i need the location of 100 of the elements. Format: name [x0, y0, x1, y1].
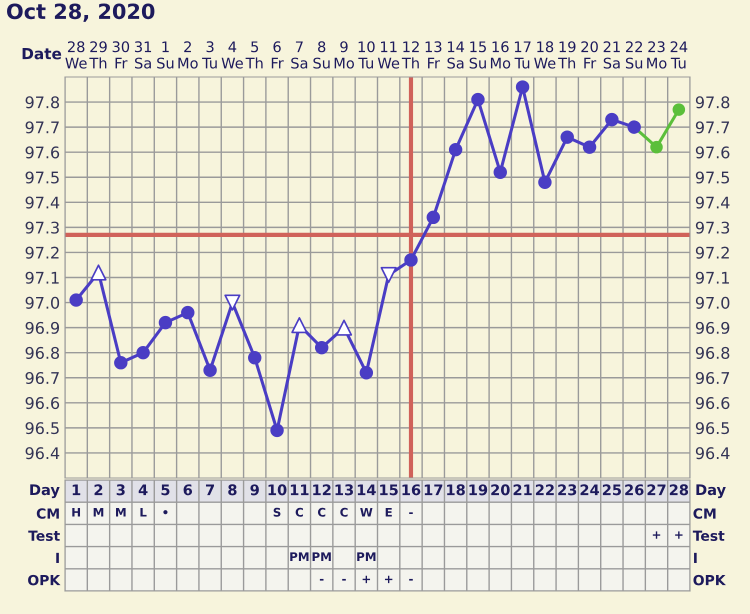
x-tick-label: 20 Fr [581, 41, 598, 68]
text: E [386, 508, 392, 517]
y-tick-label: 96.4 [26, 447, 60, 460]
x-tick-label: 26 [625, 484, 644, 496]
point [560, 130, 574, 144]
point [248, 350, 262, 364]
x-tick-label: 9 Mo [334, 41, 354, 69]
point [69, 293, 83, 307]
x-tick-label: 28 We [65, 41, 87, 69]
text: L [140, 508, 147, 517]
text: C [340, 508, 348, 517]
x-tick-label: 23 [558, 484, 576, 496]
x-tick-label: 13 Fr [426, 41, 442, 68]
x-tick-label: 12 Th [402, 41, 419, 68]
y-tick-label: Test [692, 530, 724, 541]
y-tick-label: 96.9 [26, 322, 60, 334]
text: + [362, 576, 370, 584]
y-tick-label: CM [693, 508, 716, 519]
text: + [675, 531, 683, 539]
y-tick-label: 97.4 [26, 196, 60, 209]
y-tick-label: 97.1 [26, 272, 59, 284]
x-tick-label: 1 [72, 484, 80, 496]
x-tick-label: 6 Fr [272, 41, 284, 68]
y-tick-label: 97.0 [26, 296, 60, 309]
text: PM [357, 552, 376, 561]
x-tick-label: 17 [424, 484, 442, 496]
text: Day [696, 484, 726, 498]
x-tick-label: 22 [536, 484, 554, 496]
point [538, 176, 552, 189]
x-tick-label: 3 [116, 484, 125, 496]
x-tick-label: 24 Tu [670, 41, 688, 69]
point [90, 264, 107, 281]
x-tick-label: 19 [469, 484, 488, 496]
x-tick-label: 25 [602, 484, 622, 496]
y-tick-label: OPK [693, 574, 726, 586]
point [650, 140, 663, 154]
x-tick-label: 4 We [222, 41, 243, 69]
y-tick-label: I [694, 552, 697, 563]
point [404, 253, 418, 267]
text: + [384, 576, 392, 584]
x-tick-label: 5 Th [246, 41, 263, 68]
y-tick-label: 97.3 [26, 222, 59, 234]
x-tick-label: 6 [184, 484, 192, 496]
x-tick-label: 22 Su [626, 41, 642, 69]
x-tick-label: 16 [402, 484, 420, 496]
chart-title: Oct 28, 2020 [7, 3, 154, 22]
x-tick-label: 28 [670, 484, 688, 496]
y-tick-label: 97.6 [26, 146, 60, 158]
text: S [274, 508, 280, 517]
x-tick-label: 10 [268, 484, 287, 496]
text: - [409, 512, 413, 514]
point [181, 306, 194, 320]
x-tick-label: 30 Fr [112, 41, 130, 68]
y-tick-label: 97.5 [26, 171, 59, 184]
x-tick-label: 4 [138, 484, 148, 496]
x-tick-label: 13 [336, 484, 354, 496]
text: - [342, 578, 346, 581]
x-tick-label: 3 Tu [202, 41, 217, 69]
text: W [360, 508, 372, 517]
x-tick-label: 11 We [378, 41, 400, 69]
point [605, 112, 619, 126]
text: • [163, 510, 168, 514]
x-tick-label: 19 Th [558, 41, 576, 68]
x-tick-label: 27 [648, 484, 666, 496]
point [203, 364, 217, 377]
text: M [94, 508, 104, 517]
point [582, 140, 596, 154]
point [360, 366, 374, 380]
x-tick-label: 21 [514, 484, 532, 496]
text: - [320, 578, 324, 581]
x-tick-label: 15 [380, 484, 398, 496]
point [380, 266, 397, 284]
y-tick-label: 96.7 [26, 372, 59, 384]
x-tick-label: 18 [447, 484, 465, 496]
y-tick-label: 96.8 [26, 346, 60, 359]
x-tick-label: 29 Th [89, 41, 107, 68]
y-tick-label: 97.8 [26, 96, 60, 108]
x-tick-label: 14 Sa [447, 41, 464, 69]
x-tick-label: 10 Tu [358, 41, 375, 69]
point [516, 80, 530, 94]
x-tick-label: 1 Su [157, 41, 174, 69]
x-axis-title: Day [30, 484, 60, 498]
point [291, 317, 308, 334]
text: - [409, 578, 413, 581]
x-tick-label: 20 [491, 484, 510, 496]
y-tick-label: 97.2 [26, 246, 59, 259]
point [672, 103, 686, 116]
x-tick-label: 9 [250, 484, 259, 496]
point [336, 320, 352, 336]
text: M [116, 508, 126, 517]
x-tick-label: 8 [228, 484, 237, 496]
x-tick-label: 5 [162, 484, 170, 496]
point [314, 340, 328, 354]
x-tick-label: 18 We [534, 41, 556, 69]
x-tick-label: 31 Sa [134, 41, 152, 69]
point [136, 346, 150, 360]
text: C [296, 508, 303, 517]
x-axis-title: Date [22, 48, 62, 60]
point [158, 316, 172, 330]
text: H [72, 508, 80, 517]
